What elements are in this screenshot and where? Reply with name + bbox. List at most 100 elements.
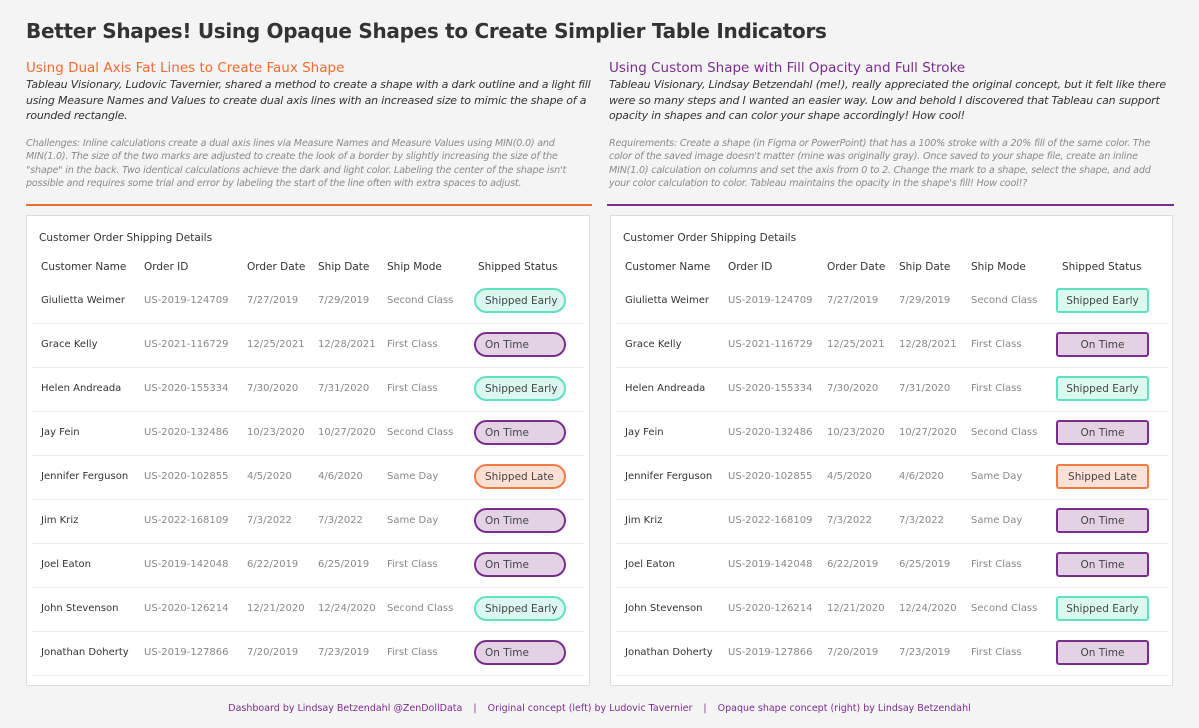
left-table-panel: Customer Order Shipping Details Customer …	[26, 215, 590, 686]
ship-mode: First Class	[387, 383, 438, 394]
shipped-status-badge: On Time	[474, 508, 566, 533]
customer-name: Jay Fein	[41, 427, 80, 438]
order-id: US-2021-116729	[144, 339, 229, 350]
order-date: 12/25/2021	[827, 339, 885, 350]
ship-mode: Second Class	[387, 427, 454, 438]
right-divider	[607, 204, 1174, 206]
table-row[interactable]: Helen Andreada US-2020-155334 7/30/2020 7/3…	[615, 368, 1168, 412]
ship-date: 7/23/2019	[318, 647, 370, 658]
table-row[interactable]: Jonathan Doherty US-2019-127866 7/20/2019 7…	[31, 632, 585, 676]
ship-date: 7/29/2019	[318, 295, 370, 306]
order-date: 7/3/2022	[827, 515, 872, 526]
order-id: US-2019-142048	[728, 559, 813, 570]
order-id: US-2019-127866	[728, 647, 813, 658]
ship-mode: Same Day	[971, 515, 1023, 526]
shipped-status-badge: Shipped Early	[1056, 288, 1149, 313]
customer-name: John Stevenson	[625, 603, 703, 614]
table-row[interactable]: Grace Kelly US-2021-116729 12/25/2021 12/28…	[615, 324, 1168, 368]
ship-mode: Same Day	[387, 471, 439, 482]
footer: Dashboard by Lindsay Betzendahl @ZenDoll…	[0, 703, 1199, 714]
right-note: Requirements: Create a shape (in Figma o…	[609, 137, 1151, 190]
header-order-id: Order ID	[144, 261, 189, 273]
ship-date: 6/25/2019	[318, 559, 370, 570]
table-row[interactable]: Giulietta Weimer US-2019-124709 7/27/2019 7…	[615, 280, 1168, 324]
customer-name: Giulietta Weimer	[41, 295, 125, 306]
ship-mode: Second Class	[387, 295, 454, 306]
shipped-status-badge: On Time	[1056, 420, 1149, 445]
footer-left-credit: Original concept (left) by Ludovic Taver…	[487, 703, 693, 714]
shipped-status-badge: On Time	[1056, 332, 1149, 357]
customer-name: Helen Andreada	[41, 383, 122, 394]
table-row[interactable]: Jennifer Ferguson US-2020-102855 4/5/2020 4…	[31, 456, 585, 500]
shipped-status-badge: On Time	[474, 420, 566, 445]
header-ship-date: Ship Date	[899, 261, 951, 273]
left-description: Tableau Visionary, Ludovic Tavernier, sh…	[26, 78, 591, 122]
shipped-status-badge: Shipped Early	[474, 596, 566, 621]
order-id: US-2019-124709	[144, 295, 229, 306]
order-id: US-2019-124709	[728, 295, 813, 306]
table-row[interactable]: Jim Kriz US-2022-168109 7/3/2022 7/3/2022 Sa…	[31, 500, 585, 544]
table-row[interactable]: Joel Eaton US-2019-142048 6/22/2019 6/25/20…	[615, 544, 1168, 588]
right-subtitle: Using Custom Shape with Fill Opacity and…	[609, 60, 966, 76]
order-date: 7/30/2020	[247, 383, 299, 394]
shipped-status-badge: On Time	[474, 640, 566, 665]
order-date: 7/27/2019	[247, 295, 299, 306]
order-id: US-2019-142048	[144, 559, 229, 570]
ship-mode: First Class	[971, 647, 1022, 658]
order-date: 12/21/2020	[247, 603, 305, 614]
order-date: 7/20/2019	[247, 647, 299, 658]
table-row[interactable]: Jonathan Doherty US-2019-127866 7/20/2019 7…	[615, 632, 1168, 676]
ship-date: 7/3/2022	[318, 515, 363, 526]
customer-name: Grace Kelly	[625, 339, 682, 350]
order-date: 10/23/2020	[247, 427, 305, 438]
shipped-status-badge: Shipped Early	[474, 288, 566, 313]
header-order-date: Order Date	[827, 261, 886, 273]
ship-mode: First Class	[387, 647, 438, 658]
table-row[interactable]: John Stevenson US-2020-126214 12/21/2020 12…	[615, 588, 1168, 632]
order-date: 12/21/2020	[827, 603, 885, 614]
header-ship-mode: Ship Mode	[387, 261, 442, 273]
ship-date: 6/25/2019	[899, 559, 951, 570]
order-date: 6/22/2019	[247, 559, 299, 570]
customer-name: Jonathan Doherty	[625, 647, 713, 658]
footer-credit: Dashboard by Lindsay Betzendahl @ZenDoll…	[228, 703, 463, 714]
table-row[interactable]: Helen Andreada US-2020-155334 7/30/2020 7/3…	[31, 368, 585, 412]
footer-separator: |	[473, 703, 477, 714]
ship-date: 7/3/2022	[899, 515, 944, 526]
customer-name: Jay Fein	[625, 427, 664, 438]
table-row[interactable]: Joel Eaton US-2019-142048 6/22/2019 6/25/20…	[31, 544, 585, 588]
shipped-status-badge: Shipped Early	[1056, 376, 1149, 401]
order-id: US-2021-116729	[728, 339, 813, 350]
order-id: US-2022-168109	[144, 515, 229, 526]
footer-separator: |	[703, 703, 707, 714]
order-id: US-2020-126214	[144, 603, 229, 614]
header-customer-name: Customer Name	[41, 261, 127, 273]
ship-mode: Second Class	[971, 427, 1038, 438]
order-date: 7/20/2019	[827, 647, 879, 658]
order-id: US-2020-102855	[728, 471, 813, 482]
ship-mode: Second Class	[387, 603, 454, 614]
table-row[interactable]: Jay Fein US-2020-132486 10/23/2020 10/27/20…	[31, 412, 585, 456]
customer-name: John Stevenson	[41, 603, 119, 614]
table-row[interactable]: Giulietta Weimer US-2019-124709 7/27/2019 7…	[31, 280, 585, 324]
ship-date: 4/6/2020	[899, 471, 944, 482]
ship-mode: Second Class	[971, 603, 1038, 614]
customer-name: Jim Kriz	[625, 515, 663, 526]
page-title: Better Shapes! Using Opaque Shapes to Cr…	[26, 19, 827, 43]
header-order-id: Order ID	[728, 261, 773, 273]
table-row[interactable]: John Stevenson US-2020-126214 12/21/2020 12…	[31, 588, 585, 632]
ship-date: 7/31/2020	[899, 383, 951, 394]
customer-name: Joel Eaton	[41, 559, 91, 570]
ship-date: 7/23/2019	[899, 647, 951, 658]
table-row[interactable]: Grace Kelly US-2021-116729 12/25/2021 12/28…	[31, 324, 585, 368]
shipped-status-badge: Shipped Early	[474, 376, 566, 401]
left-intro: Using Dual Axis Fat Lines to Create Faux…	[26, 60, 592, 191]
table-row[interactable]: Jennifer Ferguson US-2020-102855 4/5/2020 4…	[615, 456, 1168, 500]
table-row[interactable]: Jim Kriz US-2022-168109 7/3/2022 7/3/2022 Sa…	[615, 500, 1168, 544]
header-shipped-status: Shipped Status	[478, 261, 558, 273]
ship-mode: First Class	[387, 559, 438, 570]
table-row[interactable]: Jay Fein US-2020-132486 10/23/2020 10/27/20…	[615, 412, 1168, 456]
order-date: 7/3/2022	[247, 515, 292, 526]
header-shipped-status: Shipped Status	[1062, 261, 1142, 273]
customer-name: Grace Kelly	[41, 339, 98, 350]
